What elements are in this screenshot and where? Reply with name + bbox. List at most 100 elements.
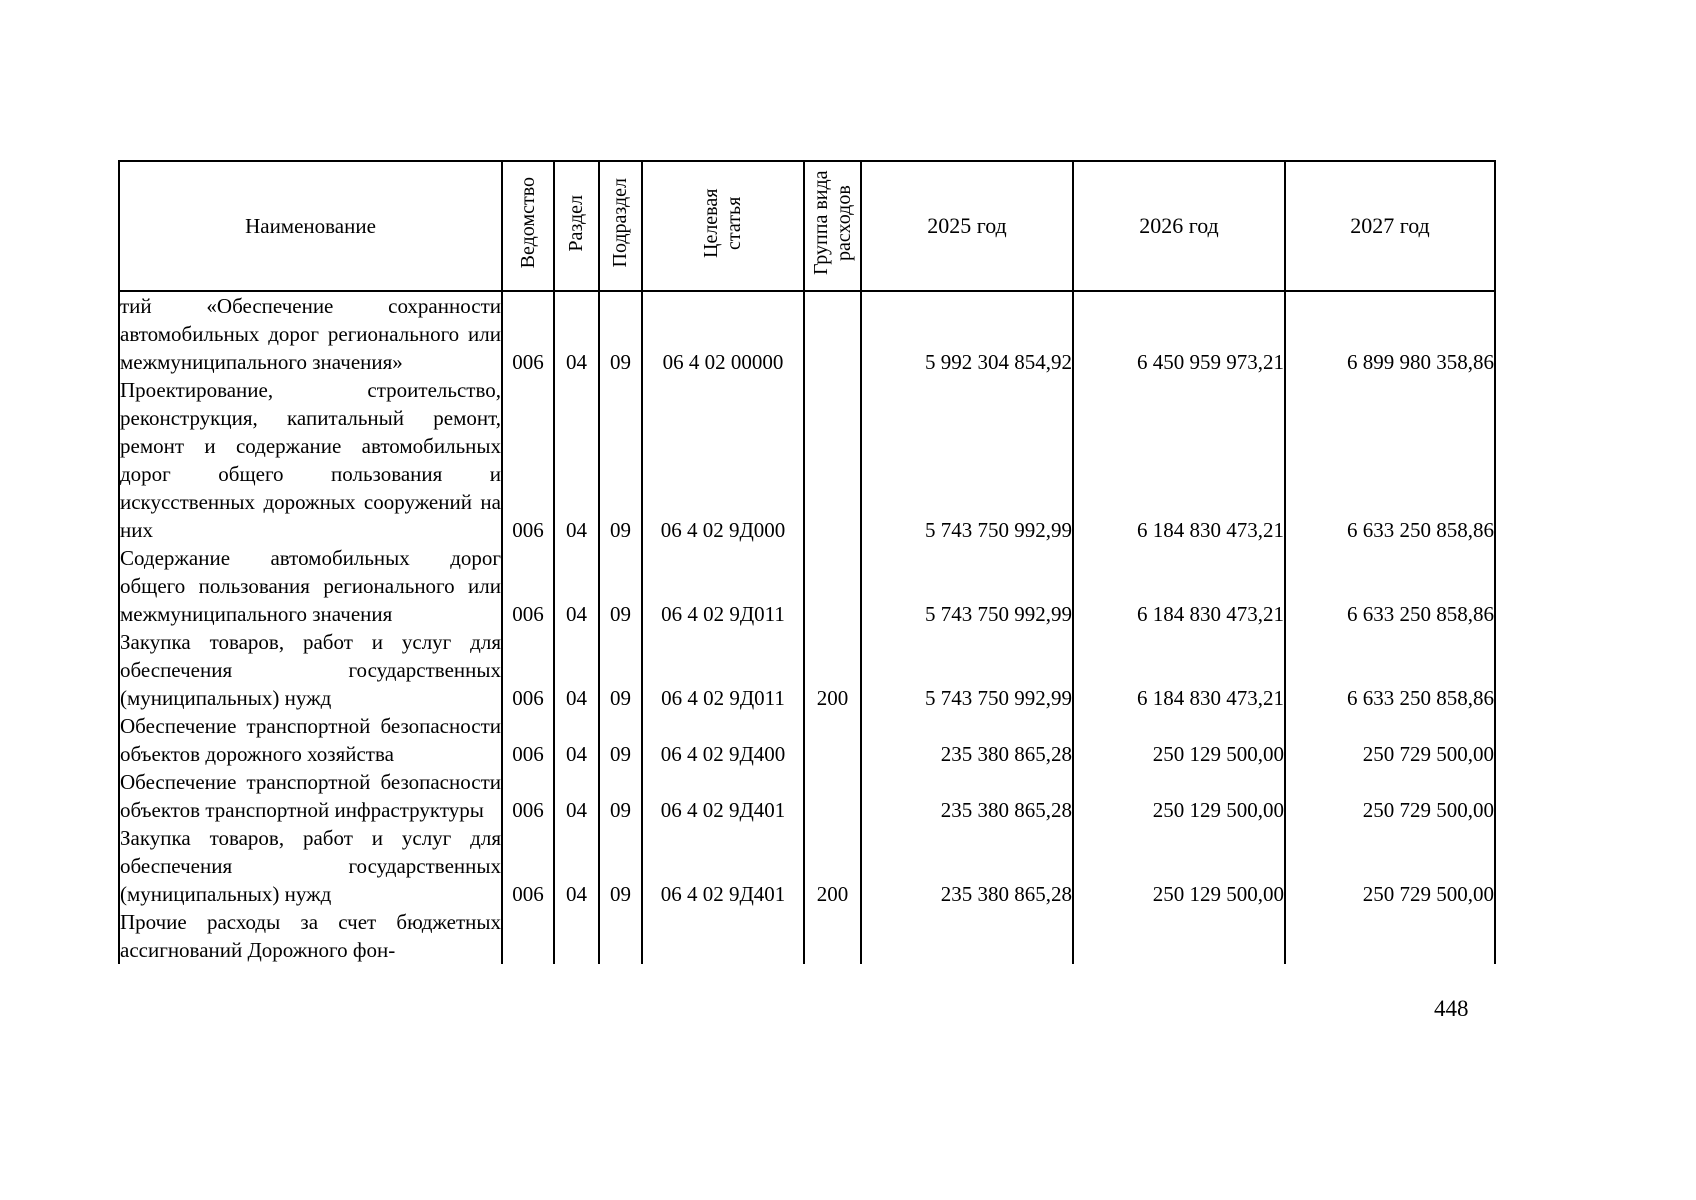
budget-table: Наименование Ведомство Раздел Подраздел … (118, 160, 1496, 964)
cell-2026: 6 184 830 473,21 (1072, 628, 1286, 712)
cell-razdel: 04 (553, 544, 600, 628)
cell-target-article: 06 4 02 00000 (641, 291, 805, 376)
cell-name: Обеспечение транспортной безопасности об… (118, 768, 503, 824)
cell-2027: 6 899 980 358,86 (1284, 291, 1496, 376)
cell-2026: 6 184 830 473,21 (1072, 376, 1286, 544)
cell-target-article (641, 908, 805, 964)
cell-2026: 6 184 830 473,21 (1072, 544, 1286, 628)
col-header-name-label: Наименование (245, 213, 376, 238)
cell-vedomstvo: 006 (501, 291, 555, 376)
cell-name: Проектирование, строительство, реконстру… (118, 376, 503, 544)
table-row: Закупка товаров, работ и услуг для обесп… (118, 628, 1496, 712)
cell-2027: 250 729 500,00 (1284, 824, 1496, 908)
cell-2025 (860, 908, 1074, 964)
cell-2026: 250 129 500,00 (1072, 768, 1286, 824)
cell-name: Закупка товаров, работ и услуг для обесп… (118, 628, 503, 712)
page-number: 448 (1434, 996, 1469, 1021)
cell-expense-group (803, 768, 862, 824)
cell-2027: 6 633 250 858,86 (1284, 544, 1496, 628)
cell-name: Прочие расходы за счет бюджетных ассигно… (118, 908, 503, 964)
cell-2027 (1284, 908, 1496, 964)
cell-razdel: 04 (553, 291, 600, 376)
cell-2025: 235 380 865,28 (860, 824, 1074, 908)
cell-2026: 250 129 500,00 (1072, 824, 1286, 908)
cell-target-article: 06 4 02 9Д011 (641, 544, 805, 628)
cell-expense-group: 200 (803, 628, 862, 712)
cell-expense-group: 200 (803, 824, 862, 908)
cell-2025: 5 743 750 992,99 (860, 628, 1074, 712)
cell-2025: 5 992 304 854,92 (860, 291, 1074, 376)
col-header-podrazdel: Подраздел (598, 160, 643, 292)
col-header-name: Наименование (118, 160, 503, 292)
cell-podrazdel: 09 (598, 768, 643, 824)
cell-2025: 235 380 865,28 (860, 712, 1074, 768)
cell-podrazdel: 09 (598, 824, 643, 908)
cell-razdel: 04 (553, 712, 600, 768)
table-row: Обеспечение транспортной безопасности об… (118, 712, 1496, 768)
col-header-razdel-label: Раздел (565, 194, 587, 252)
cell-2026: 6 450 959 973,21 (1072, 291, 1286, 376)
cell-expense-group (803, 544, 862, 628)
table-row: Содержание автомобильных дорог общего по… (118, 544, 1496, 628)
cell-razdel: 04 (553, 824, 600, 908)
table-row: тий «Обеспечение сохранности автомобильн… (118, 291, 1496, 376)
cell-name: Обеспечение транспортной безопасности об… (118, 712, 503, 768)
cell-2027: 250 729 500,00 (1284, 768, 1496, 824)
cell-podrazdel: 09 (598, 376, 643, 544)
cell-target-article: 06 4 02 9Д000 (641, 376, 805, 544)
col-header-vedomstvo-label: Ведомство (516, 177, 539, 269)
cell-razdel: 04 (553, 768, 600, 824)
cell-podrazdel: 09 (598, 628, 643, 712)
table-row: Прочие расходы за счет бюджетных ассигно… (118, 908, 1496, 964)
cell-vedomstvo: 006 (501, 376, 555, 544)
cell-2025: 235 380 865,28 (860, 768, 1074, 824)
col-header-vedomstvo: Ведомство (501, 160, 555, 292)
cell-podrazdel (598, 908, 643, 964)
cell-expense-group (803, 291, 862, 376)
cell-2027: 6 633 250 858,86 (1284, 628, 1496, 712)
col-header-2026: 2026 год (1072, 160, 1286, 292)
col-header-2027: 2027 год (1284, 160, 1496, 292)
cell-vedomstvo: 006 (501, 768, 555, 824)
cell-2025: 5 743 750 992,99 (860, 544, 1074, 628)
table-row: Обеспечение транспортной безопасности об… (118, 768, 1496, 824)
cell-podrazdel: 09 (598, 712, 643, 768)
col-header-podrazdel-label: Подраздел (609, 178, 631, 268)
cell-razdel: 04 (553, 376, 600, 544)
cell-2027: 6 633 250 858,86 (1284, 376, 1496, 544)
cell-expense-group (803, 712, 862, 768)
col-header-razdel: Раздел (553, 160, 600, 292)
col-header-expense-group-label: Группа вида расходов (809, 170, 855, 276)
col-header-2025: 2025 год (860, 160, 1074, 292)
cell-vedomstvo: 006 (501, 824, 555, 908)
cell-vedomstvo (501, 908, 555, 964)
cell-2026: 250 129 500,00 (1072, 712, 1286, 768)
cell-expense-group (803, 376, 862, 544)
table-header: Наименование Ведомство Раздел Подраздел … (118, 160, 1496, 292)
cell-name: тий «Обеспечение сохранности автомобильн… (118, 291, 503, 376)
cell-razdel (553, 908, 600, 964)
table-row: Закупка товаров, работ и услуг для обесп… (118, 824, 1496, 908)
cell-razdel: 04 (553, 628, 600, 712)
cell-vedomstvo: 006 (501, 544, 555, 628)
cell-target-article: 06 4 02 9Д401 (641, 768, 805, 824)
cell-2026 (1072, 908, 1286, 964)
cell-target-article: 06 4 02 9Д401 (641, 824, 805, 908)
cell-vedomstvo: 006 (501, 712, 555, 768)
cell-target-article: 06 4 02 9Д400 (641, 712, 805, 768)
col-header-target-article-label: Целевая статья (700, 188, 745, 258)
cell-2025: 5 743 750 992,99 (860, 376, 1074, 544)
cell-2027: 250 729 500,00 (1284, 712, 1496, 768)
cell-expense-group (803, 908, 862, 964)
table-row: Проектирование, строительство, реконстру… (118, 376, 1496, 544)
col-header-expense-group: Группа вида расходов (803, 160, 862, 292)
cell-podrazdel: 09 (598, 291, 643, 376)
col-header-target-article: Целевая статья (641, 160, 805, 292)
cell-target-article: 06 4 02 9Д011 (641, 628, 805, 712)
cell-name: Содержание автомобильных дорог общего по… (118, 544, 503, 628)
cell-vedomstvo: 006 (501, 628, 555, 712)
table-body: тий «Обеспечение сохранности автомобильн… (118, 291, 1496, 964)
cell-name: Закупка товаров, работ и услуг для обесп… (118, 824, 503, 908)
cell-podrazdel: 09 (598, 544, 643, 628)
